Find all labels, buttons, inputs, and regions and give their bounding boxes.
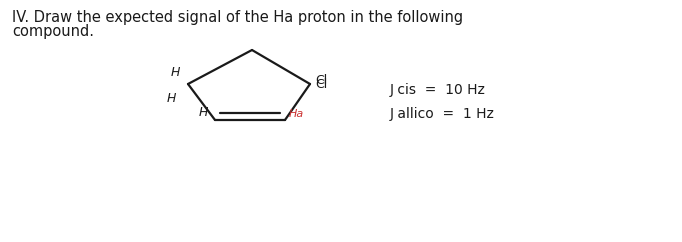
Text: H: H (198, 106, 208, 119)
Text: J cis  =  10 Hz: J cis = 10 Hz (390, 83, 486, 97)
Text: H: H (170, 66, 180, 79)
Text: H: H (166, 92, 176, 105)
Text: J allico  =  1 Hz: J allico = 1 Hz (390, 107, 495, 121)
Text: compound.: compound. (12, 24, 94, 39)
Text: Ha: Ha (289, 109, 304, 119)
Text: IV. Draw the expected signal of the Ha proton in the following: IV. Draw the expected signal of the Ha p… (12, 10, 463, 25)
Text: Cl: Cl (315, 74, 327, 87)
Text: Cl: Cl (315, 78, 327, 91)
